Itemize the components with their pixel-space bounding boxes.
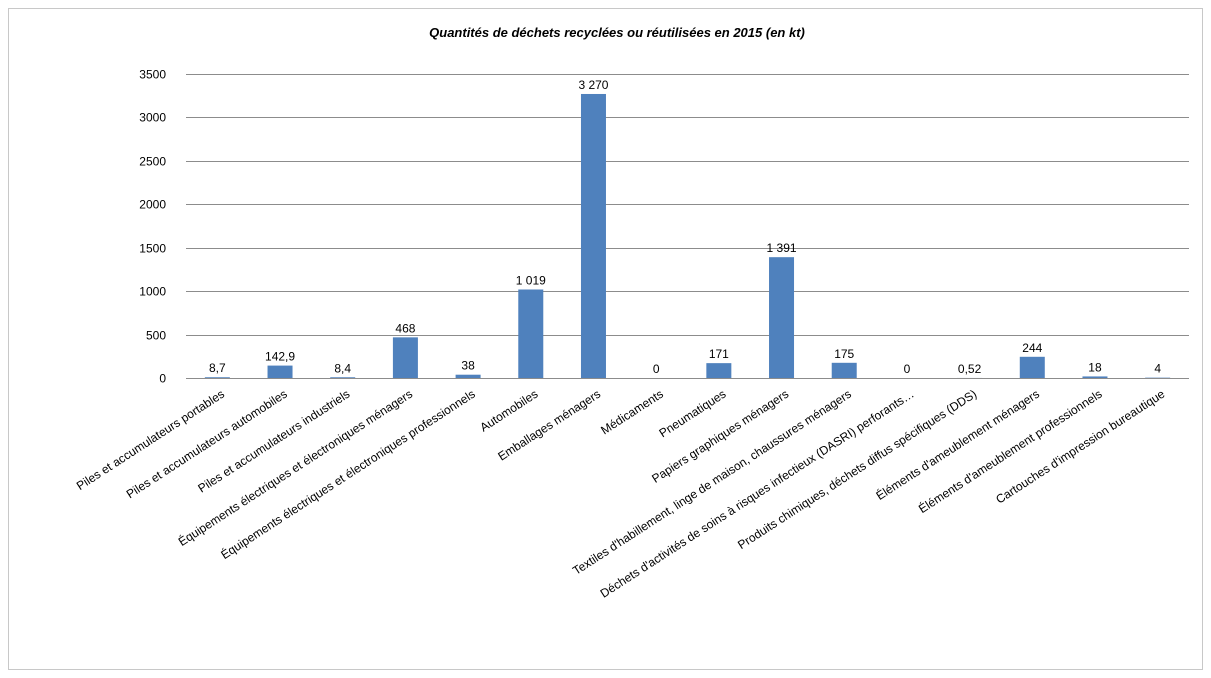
bar [518,289,544,378]
y-tick-label: 2000 [139,198,166,212]
data-label: 1 391 [767,241,797,255]
bar-chart: Quantités de déchets recyclées ou réutil… [74,25,1189,601]
bar [1082,376,1108,378]
y-tick-label: 3000 [139,111,166,125]
data-label: 171 [709,347,729,361]
y-tick-label: 1500 [139,242,166,256]
data-label: 0 [904,362,911,376]
bar [204,377,230,378]
y-tick-label: 500 [146,329,166,343]
data-label: 4 [1154,362,1161,376]
bar [392,337,418,378]
bar [330,377,356,378]
data-label: 1 019 [516,273,546,287]
chart-frame: Quantités de déchets recyclées ou réutil… [8,8,1203,670]
bar [769,257,795,378]
y-tick-label: 2500 [139,155,166,169]
data-label: 38 [461,359,475,373]
gridlines [186,74,1189,379]
data-label: 3 270 [578,78,608,92]
bar [1019,356,1045,378]
data-label: 18 [1088,360,1102,374]
bar [267,365,293,378]
data-label: 8,7 [209,361,226,375]
bar [831,362,857,378]
data-labels: 8,7 142,9 8,4 468 38 1 019 3 270 0 171 1 391 175 0 0… [209,78,1161,376]
category-label: Emballages ménagers [495,387,603,464]
category-label: Équipements électriques et électroniques… [175,386,415,549]
data-label: 468 [395,321,415,335]
bar [580,93,606,378]
category-label: Médicaments [598,387,665,438]
data-label: 0,52 [958,362,982,376]
data-label: 0 [653,362,660,376]
y-tick-label: 0 [159,372,166,386]
category-label: Produits chimiques, déchets diffus spéci… [735,387,979,552]
bar [706,363,732,378]
bar [455,374,481,378]
category-label: Automobiles [477,387,540,435]
data-label: 8,4 [334,361,351,375]
data-label: 142,9 [265,350,295,364]
y-tick-label: 1000 [139,285,166,299]
y-axis-ticks: 0 500 1000 1500 2000 2500 3000 3500 [139,68,166,386]
data-label: 244 [1022,341,1042,355]
data-label: 175 [834,347,854,361]
y-tick-label: 3500 [139,68,166,82]
chart-title: Quantités de déchets recyclées ou réutil… [429,25,805,40]
bars [204,93,1171,378]
